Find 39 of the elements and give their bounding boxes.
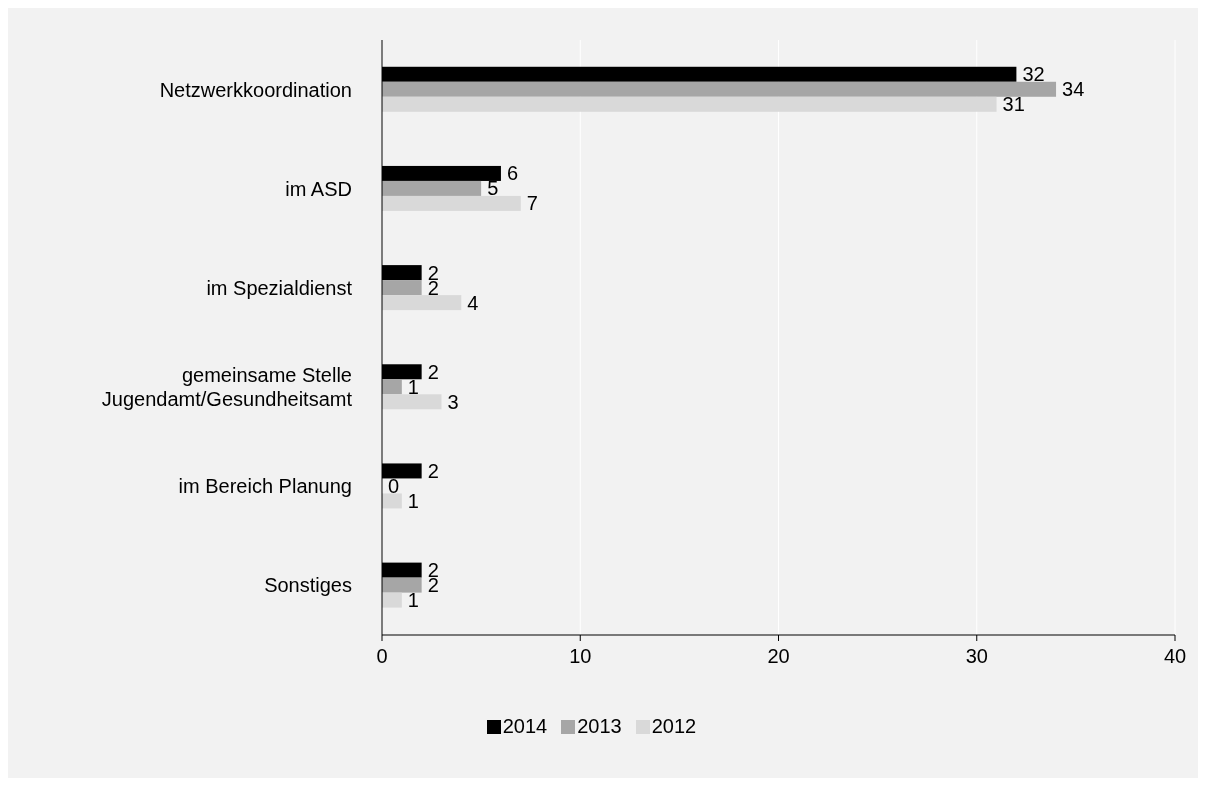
data-label: 5 xyxy=(487,177,499,200)
y-tick-label: Netzwerkkoordination xyxy=(159,78,352,101)
bar xyxy=(382,592,402,608)
bar xyxy=(382,280,422,296)
data-label: 0 xyxy=(388,474,400,497)
legend-label: 2012 xyxy=(650,715,697,738)
data-label: 1 xyxy=(407,489,419,512)
y-tick-label: im Bereich Planung xyxy=(178,475,352,498)
x-tick-label: 20 xyxy=(767,645,790,668)
data-label: 6 xyxy=(506,162,519,185)
bar xyxy=(382,180,482,196)
bar xyxy=(382,81,1057,97)
y-tick-label: Sonstiges xyxy=(264,574,352,597)
data-label: 2 xyxy=(427,459,439,482)
x-tick-label: 10 xyxy=(569,645,592,668)
legend-label: 2014 xyxy=(501,715,548,738)
data-label: 31 xyxy=(1002,93,1025,116)
x-tick-label: 0 xyxy=(376,645,388,668)
bar xyxy=(382,195,521,211)
x-tick-label: 40 xyxy=(1163,645,1187,668)
y-tick-label: gemeinsame Stelle Jugendamt/Gesundheitsamt xyxy=(101,364,353,411)
bar xyxy=(382,577,422,593)
legend-label: 2013 xyxy=(576,715,622,738)
data-label: 32 xyxy=(1022,63,1045,86)
data-label: 2 xyxy=(427,360,439,383)
x-tick-label: 30 xyxy=(965,645,988,668)
bar xyxy=(382,394,442,410)
bar xyxy=(382,493,402,509)
data-label: 3 xyxy=(447,390,459,413)
data-label: 34 xyxy=(1062,78,1085,101)
y-tick-label: im Spezialdienst xyxy=(206,276,353,299)
data-label: 1 xyxy=(407,589,419,612)
bar xyxy=(382,96,997,112)
bar xyxy=(382,379,402,395)
bar xyxy=(382,295,462,311)
data-label: 7 xyxy=(526,192,538,215)
data-label: 1 xyxy=(407,375,419,398)
data-label: 4 xyxy=(467,291,479,314)
y-tick-label: im ASD xyxy=(285,177,352,200)
